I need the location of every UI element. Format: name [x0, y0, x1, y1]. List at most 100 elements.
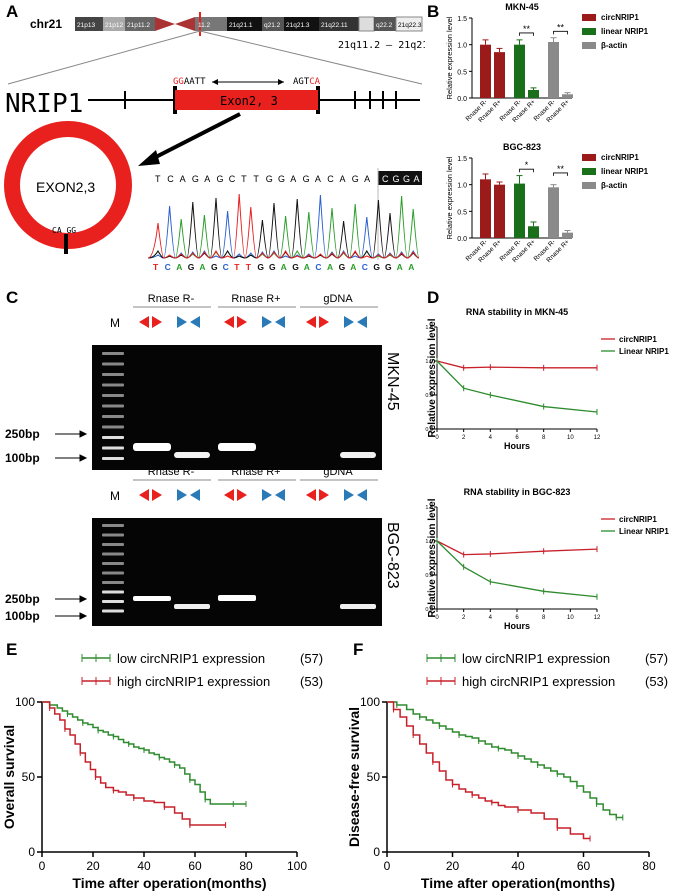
line-series	[436, 360, 598, 413]
km-xtick: 40	[511, 859, 525, 873]
km-curve	[42, 701, 226, 826]
legend-label: β-actin	[601, 181, 627, 190]
seq-bottom-base: C	[362, 262, 368, 272]
svg-text:q21.2: q21.2	[264, 22, 281, 29]
panel-letter-e: E	[6, 640, 18, 659]
bar	[494, 52, 505, 98]
km-xtick: 60	[577, 859, 591, 873]
line-xtick: 12	[594, 615, 601, 621]
bar-ylabel: Relative expression level	[445, 16, 454, 99]
svg-text:11.2: 11.2	[198, 22, 211, 29]
line-ytick: 1.5	[425, 325, 433, 331]
seq-bottom-base: G	[373, 262, 380, 272]
chromosome-band-labels: 21p13 21p12 21p11.2 11.2 21q21.1 q21.2 2…	[77, 22, 422, 29]
line-legend-label: Linear NRIP1	[619, 527, 669, 536]
bar-ytick: 1.0	[457, 183, 467, 190]
seq-bottom-base: G	[292, 262, 299, 272]
line-ytick: 0.5	[425, 393, 433, 399]
panel-letter-a: A	[6, 2, 19, 21]
km-xtick: 0	[39, 859, 46, 873]
legend-label: circNRIP1	[601, 153, 639, 162]
locus-text: 21q11.2 — 21q21.1	[338, 40, 425, 51]
seq-top-base: G	[192, 174, 199, 184]
km-legend-label: high circNRIP1 expression	[462, 674, 615, 689]
chr-label: chr21	[30, 17, 62, 31]
line-ylabel: Relative expression level	[427, 498, 438, 617]
svg-text:21q22.3: 21q22.3	[398, 22, 422, 29]
line-chart-mkn45-stability: RNA stability in MKN-45 0 2 4 6 8 10 12 0.0 0.5 1.…	[425, 307, 669, 451]
seq-top-base: G	[266, 174, 273, 184]
seq-bottom-base: A	[408, 262, 414, 272]
km-legend-n: (57)	[645, 651, 668, 666]
seq-bottom-base: G	[257, 262, 264, 272]
seq-top-base: G	[278, 174, 285, 184]
gel-headers-top: Rnase R- Rnase R+ gDNA M	[110, 293, 378, 330]
line-chart-bgc823-stability: RNA stability in BGC-823 0 2 4 6 8 10 12 0.0 0.5 1…	[425, 487, 669, 631]
seq-top-base: A	[204, 174, 210, 184]
km-ytick: 0	[373, 845, 380, 859]
gene-name: NRIP1	[5, 89, 83, 119]
line-series	[436, 360, 597, 369]
panel-letter-c: C	[6, 288, 19, 307]
seq-top-base: T	[155, 174, 161, 184]
line-xtick: 2	[462, 615, 466, 621]
seq-top-base: C	[167, 174, 174, 184]
gel-group-label: Rnase R-	[148, 293, 195, 305]
seq-bottom-base: A	[176, 262, 182, 272]
left-junction: GGAATT	[173, 77, 206, 87]
svg-text:21p12: 21p12	[105, 22, 123, 29]
bar-ytick: 0.5	[457, 209, 467, 216]
seq-bottom-base: T	[246, 262, 252, 272]
panel-a-figure: chr21 21p13 21p12 21p11.2 11.2 21q21.1 q…	[4, 12, 425, 272]
km-xtick: 20	[86, 859, 100, 873]
bar-ytick: 1.5	[457, 156, 467, 163]
line-xtick: 8	[542, 615, 546, 621]
seq-bottom-base: G	[339, 262, 346, 272]
bar	[480, 44, 491, 98]
junction-box	[378, 171, 422, 185]
seq-top-base: G	[217, 174, 224, 184]
line-ytick: 0.5	[425, 573, 433, 579]
seq-bottom-base: C	[165, 262, 171, 272]
circle-label: EXON2,3	[36, 179, 95, 195]
bar	[528, 90, 539, 98]
significance-mark: *	[525, 160, 529, 170]
km-legend-n: (53)	[645, 674, 668, 689]
seq-bottom-base: G	[188, 262, 195, 272]
legend-swatch	[582, 168, 596, 175]
line-xtick: 8	[542, 435, 546, 441]
legend-label: linear NRIP1	[601, 167, 649, 176]
line-xtick: 4	[489, 435, 493, 441]
seq-bottom-base: A	[327, 262, 333, 272]
km-xtick: 40	[137, 859, 151, 873]
seq-top-base: G	[303, 174, 310, 184]
size-250-bottom: 250bp	[5, 592, 40, 606]
km-legend-label: low circNRIP1 expression	[117, 651, 265, 666]
cell-label-mkn45: MKN-45	[384, 352, 401, 411]
junction-mark	[64, 234, 68, 254]
legend-swatch	[582, 182, 596, 189]
km-ytick: 50	[22, 770, 36, 784]
circle-junction: CA GG	[52, 226, 76, 235]
legend-label: β-actin	[601, 41, 627, 50]
line-xtick: 10	[567, 615, 574, 621]
legend-swatch	[582, 154, 596, 161]
significance-mark: **	[557, 22, 565, 32]
km-xlabel: Time after operation(months)	[421, 875, 615, 891]
line-xtick: 0	[435, 435, 439, 441]
km-curve	[387, 701, 623, 819]
seq-bottom-base: G	[269, 262, 276, 272]
seq-top-base: A	[315, 174, 321, 184]
exon-box	[175, 90, 318, 110]
km-xtick: 80	[239, 859, 253, 873]
significance-mark: **	[523, 24, 531, 34]
seq-top-base: G	[352, 174, 359, 184]
seq-bottom-base: T	[234, 262, 240, 272]
seq-bottom-base: T	[153, 262, 159, 272]
gel-bands-mkn45	[133, 443, 376, 458]
line-ytick: 1.0	[425, 359, 433, 365]
